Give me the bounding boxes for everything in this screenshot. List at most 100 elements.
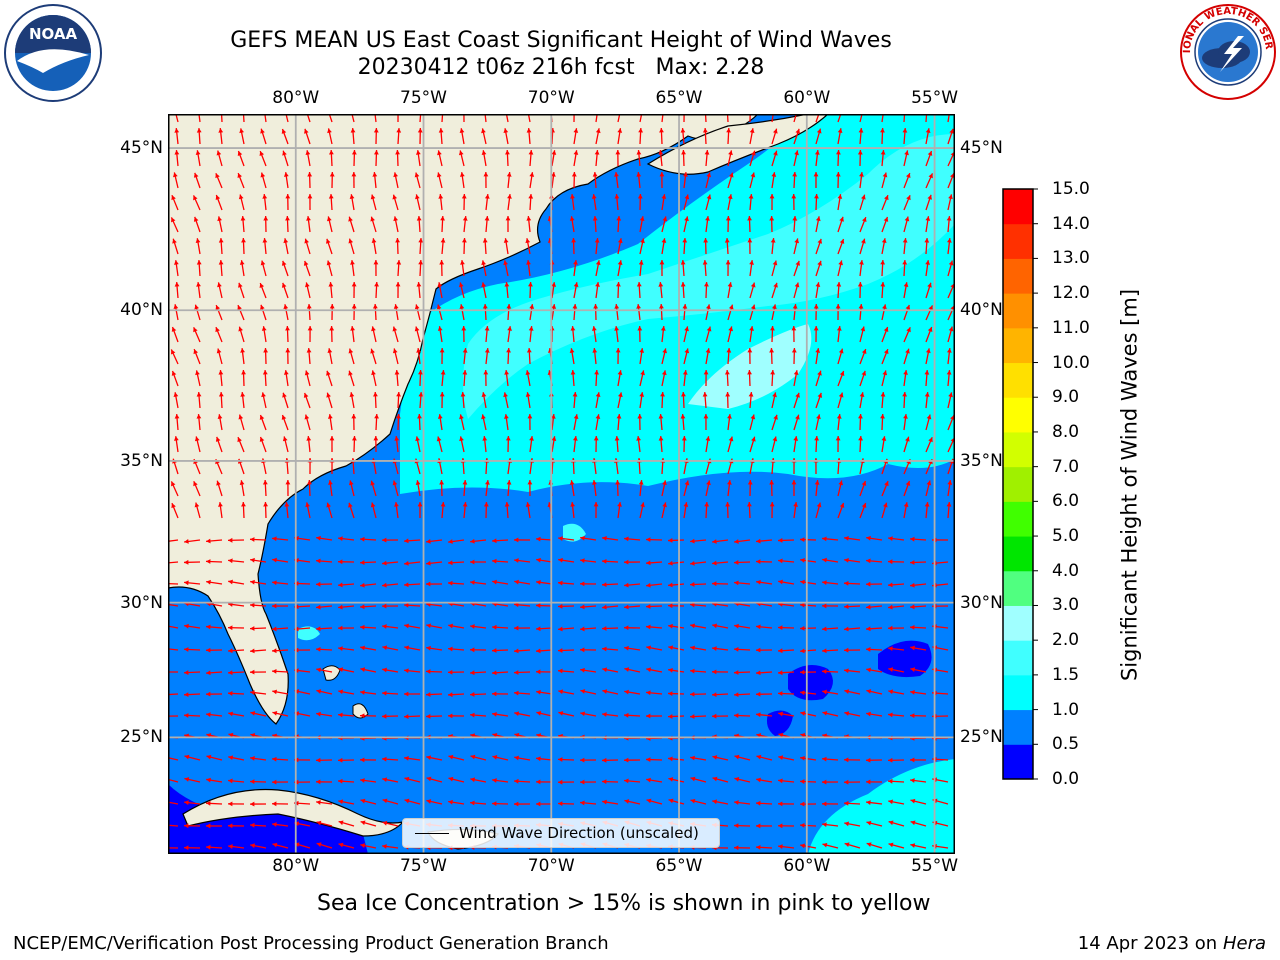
wave-direction-arrow: [617, 128, 623, 145]
wave-direction-arrow: [372, 172, 378, 189]
wave-direction-arrow: [888, 646, 905, 652]
wave-direction-arrow: [228, 778, 245, 784]
wave-direction-arrow: [462, 216, 468, 233]
wave-direction-arrow: [602, 536, 619, 541]
wave-direction-arrow: [903, 348, 910, 365]
wave-direction-arrow: [749, 150, 756, 167]
wave-direction-arrow: [799, 537, 817, 542]
wave-direction-arrow: [756, 712, 773, 718]
wave-direction-arrow: [459, 436, 465, 453]
wave-direction-arrow: [844, 821, 861, 827]
colorbar-frame: [1002, 188, 1034, 780]
wave-direction-arrow: [880, 392, 886, 409]
wave-direction-arrow: [193, 348, 201, 365]
wave-direction-arrow: [668, 667, 685, 673]
colorbar-segment: [1003, 258, 1033, 294]
wave-direction-arrow: [382, 624, 399, 629]
wave-direction-arrow: [557, 757, 575, 762]
wave-direction-arrow: [778, 844, 795, 850]
lon-tick-label-top: 75°W: [400, 88, 447, 108]
wave-direction-arrow: [395, 149, 400, 167]
wave-direction-arrow: [194, 502, 201, 519]
wave-direction-arrow: [237, 436, 245, 453]
wave-direction-arrow: [947, 194, 953, 211]
wave-direction-arrow: [360, 645, 377, 651]
wave-direction-arrow: [569, 216, 575, 233]
wave-direction-arrow: [887, 625, 905, 631]
wave-direction-arrow: [725, 215, 731, 233]
wave-direction-arrow: [504, 414, 509, 431]
wave-direction-arrow: [461, 325, 467, 343]
wave-direction-arrow: [184, 580, 201, 586]
wave-direction-arrow: [668, 623, 685, 629]
wave-direction-arrow: [558, 668, 575, 674]
wave-direction-arrow: [316, 820, 333, 827]
wave-direction-arrow: [371, 370, 377, 387]
wave-direction-arrow: [491, 558, 509, 564]
wave-direction-arrow: [837, 348, 844, 365]
wave-direction-arrow: [668, 582, 685, 588]
wave-direction-arrow: [705, 348, 711, 365]
wave-direction-arrow: [623, 757, 641, 763]
wave-direction-arrow: [771, 260, 778, 277]
wave-direction-arrow: [835, 303, 841, 321]
wave-direction-arrow: [459, 414, 465, 431]
wave-direction-arrow: [814, 435, 819, 453]
wave-direction-arrow: [881, 326, 889, 343]
wave-direction-arrow: [925, 260, 931, 277]
wave-direction-arrow: [326, 502, 333, 519]
wave-direction-arrow: [514, 579, 531, 585]
wave-direction-arrow: [636, 436, 641, 453]
wave-direction-arrow: [734, 580, 751, 586]
wave-direction-arrow: [866, 604, 883, 610]
wave-direction-arrow: [859, 348, 867, 365]
wave-direction-arrow: [195, 238, 201, 255]
wave-direction-arrow: [316, 842, 333, 849]
wave-direction-arrow: [527, 413, 533, 431]
wave-direction-arrow: [470, 538, 487, 544]
wave-direction-arrow: [595, 128, 601, 145]
wave-direction-arrow: [639, 502, 645, 519]
wave-direction-arrow: [171, 194, 179, 211]
footer-right: 14 Apr 2023 on Hera: [1078, 933, 1266, 955]
wave-direction-arrow: [881, 172, 888, 189]
wave-direction-arrow: [887, 582, 905, 588]
wave-direction-arrow: [727, 436, 734, 453]
wave-direction-arrow: [205, 844, 223, 850]
wave-direction-arrow: [535, 536, 553, 542]
wave-direction-arrow: [315, 646, 333, 652]
wave-direction-arrow: [439, 347, 445, 365]
wave-direction-arrow: [661, 348, 668, 365]
wave-direction-arrow: [888, 689, 905, 695]
wave-direction-arrow: [661, 238, 667, 255]
wave-direction-arrow: [192, 195, 201, 211]
nws-logo-icon: NATIONAL WEATHER SERVICE: [1178, 2, 1276, 100]
wave-direction-arrow: [326, 392, 333, 409]
wave-direction-arrow: [843, 757, 861, 763]
wave-direction-arrow: [206, 624, 223, 630]
wave-direction-arrow: [617, 370, 623, 387]
wave-direction-arrow: [481, 282, 487, 299]
wave-direction-arrow: [306, 436, 312, 453]
wave-direction-arrow: [447, 713, 465, 719]
lon-tick-label-bottom: 55°W: [911, 856, 959, 876]
wave-direction-arrow: [394, 436, 400, 453]
wave-direction-arrow: [755, 691, 773, 697]
wave-direction-arrow: [249, 779, 267, 785]
wave-direction-arrow: [227, 670, 245, 676]
wave-direction-arrow: [514, 755, 531, 761]
wave-direction-arrow: [374, 413, 379, 431]
wave-direction-arrow: [704, 281, 709, 299]
wave-direction-arrow: [624, 689, 641, 695]
wave-direction-arrow: [814, 480, 820, 497]
wave-direction-arrow: [437, 282, 443, 299]
wave-direction-arrow: [437, 414, 443, 431]
wave-direction-arrow: [661, 502, 667, 519]
wave-direction-arrow: [351, 149, 357, 167]
wave-direction-arrow: [396, 259, 402, 277]
wave-direction-arrow: [285, 193, 291, 211]
wave-direction-arrow: [844, 711, 861, 717]
wave-direction-arrow: [616, 414, 622, 431]
wave-direction-arrow: [484, 326, 490, 343]
wave-direction-arrow: [689, 582, 707, 587]
